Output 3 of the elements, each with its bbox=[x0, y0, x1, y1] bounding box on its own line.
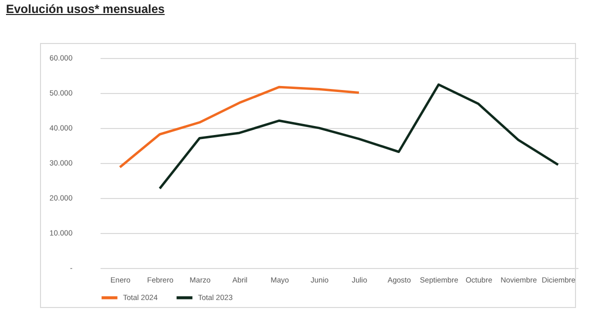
chart-title: Evolución usos* mensuales bbox=[6, 2, 165, 16]
line-series bbox=[158, 83, 560, 190]
line-series bbox=[118, 86, 360, 168]
